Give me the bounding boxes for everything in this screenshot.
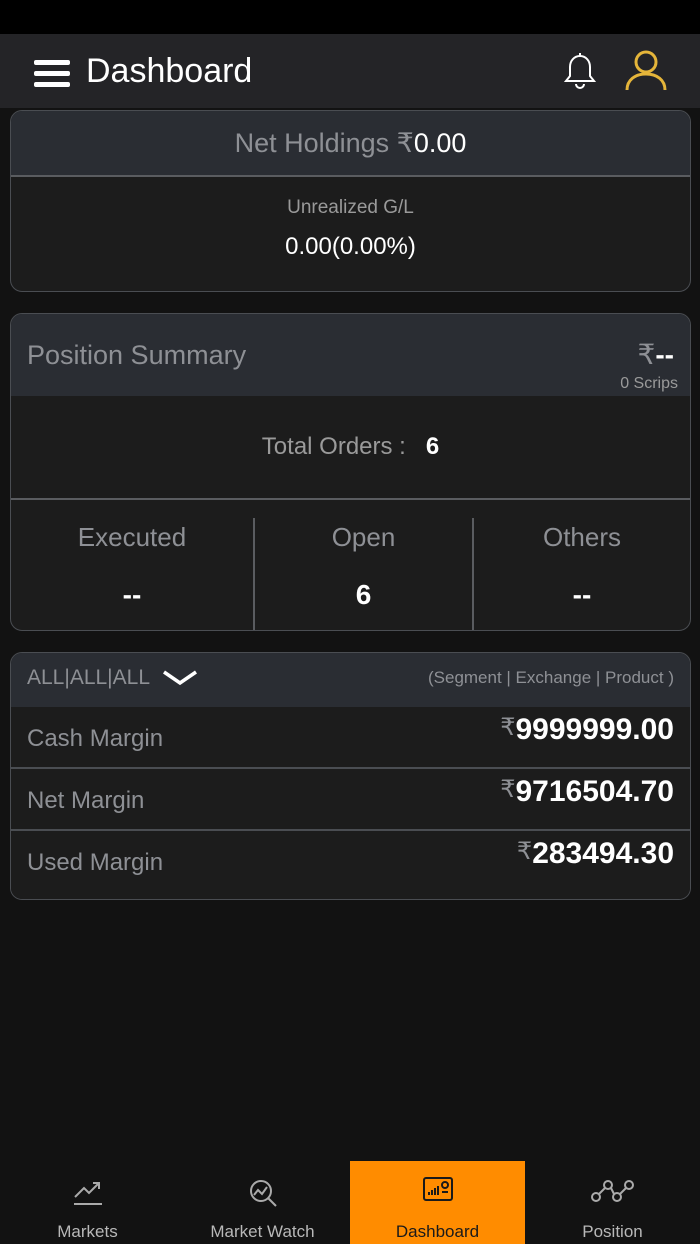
dashboard-icon [422,1177,453,1201]
rupee-icon: ₹ [500,714,516,741]
other-orders[interactable]: Others -- [474,518,690,630]
position-icon [590,1180,634,1202]
cash-margin-value: 9999999.00 [515,713,675,746]
net-holdings-value: 0.00 [413,127,467,158]
scrips-count: 0 Scrips [620,375,678,392]
used-margin-label: Used Margin [27,849,164,876]
position-summary-value: -- [655,339,674,370]
selector-hint: (Segment | Exchange | Product ) [427,668,674,687]
position-summary-card[interactable]: Position Summary ₹-- 0 Scrips Total Orde… [10,313,691,631]
segment-selector[interactable]: ALL|ALL|ALL [27,666,200,690]
cash-margin-row: Cash Margin ₹9999999.00 [11,707,690,769]
net-margin-row: Net Margin ₹9716504.70 [11,769,690,831]
tab-label: Market Watch [210,1222,315,1241]
rupee-icon: ₹ [500,776,516,803]
rupee-icon: ₹ [516,838,533,865]
user-icon[interactable] [624,48,668,92]
total-orders-label: Total Orders : [261,433,406,460]
open-label: Open [331,522,396,552]
used-margin-row: Used Margin ₹283494.30 [11,831,690,899]
net-margin-label: Net Margin [27,787,145,814]
net-margin-value: 9716504.70 [515,775,675,808]
market-watch-icon [249,1180,277,1207]
open-value: 6 [355,579,372,610]
tab-position[interactable]: Position [525,1161,700,1244]
executed-label: Executed [77,522,187,552]
unrealized-label: Unrealized G/L [287,197,414,218]
app-header: Dashboard [0,34,700,108]
tab-dashboard[interactable]: Dashboard [350,1161,525,1244]
rupee-icon: ₹ [637,339,656,370]
bell-icon[interactable] [562,52,598,90]
cash-margin-label: Cash Margin [27,725,164,752]
margin-card: ALL|ALL|ALL (Segment | Exchange | Produc… [10,652,691,900]
page-title: Dashboard [86,52,253,90]
total-orders-value: 6 [425,433,440,460]
hamburger-icon[interactable] [34,60,70,90]
unrealized-value: 0.00(0.00%) [285,233,416,260]
open-orders[interactable]: Open 6 [255,518,474,630]
trend-up-icon [73,1182,102,1205]
others-label: Others [542,522,622,552]
tab-market-watch[interactable]: Market Watch [175,1161,350,1244]
tab-label: Dashboard [395,1222,480,1241]
others-value: -- [572,579,592,610]
chevron-down-icon[interactable] [160,668,200,688]
used-margin-value: 283494.30 [532,837,674,870]
tab-label: Markets [57,1222,118,1241]
status-bar [0,0,700,34]
net-holdings-label: Net Holdings ₹ [234,127,414,158]
executed-orders[interactable]: Executed -- [11,518,255,630]
position-summary-title: Position Summary [27,340,247,370]
segment-selector-value: ALL|ALL|ALL [27,666,151,689]
tab-markets[interactable]: Markets [0,1161,175,1244]
tab-label: Position [582,1222,643,1241]
bottom-nav: Markets Market Watch Dashboard Position [0,1161,700,1244]
executed-value: -- [122,579,142,610]
net-holdings-card[interactable]: Net Holdings ₹0.00 Unrealized G/L 0.00(0… [10,110,691,292]
